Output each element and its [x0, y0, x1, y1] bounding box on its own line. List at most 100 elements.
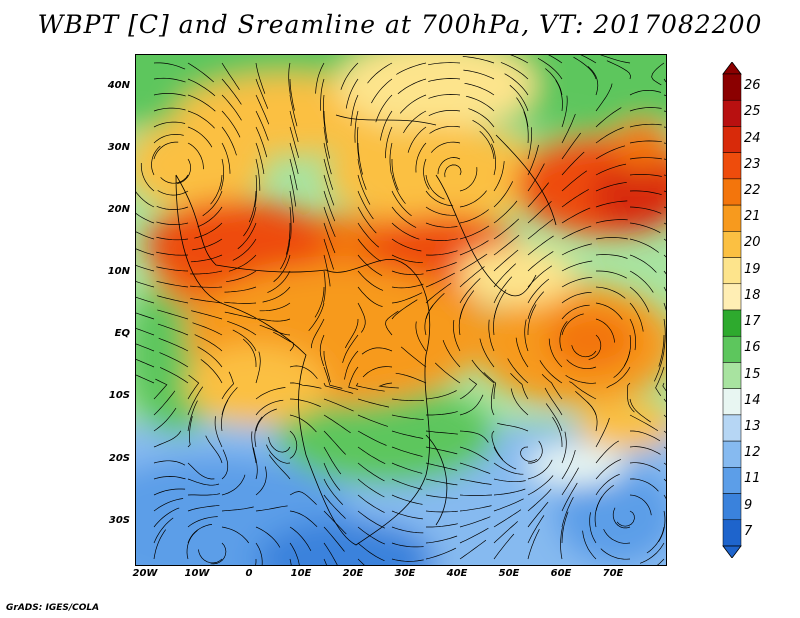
streamline	[397, 78, 427, 95]
wbpt-map	[136, 55, 666, 565]
streamline	[254, 416, 263, 448]
streamline	[425, 222, 458, 228]
streamline	[493, 446, 517, 470]
streamline	[595, 107, 622, 128]
lat-label-30n: 30N	[107, 142, 130, 153]
streamline	[587, 401, 598, 432]
streamline	[357, 126, 360, 159]
streamline	[153, 517, 174, 544]
streamline	[221, 142, 231, 174]
streamline	[289, 365, 318, 379]
streamline	[459, 190, 487, 208]
streamline	[289, 206, 292, 239]
colorbar-segment	[722, 440, 742, 468]
streamline	[561, 482, 578, 512]
streamline	[407, 126, 427, 153]
streamline	[627, 382, 635, 413]
streamline	[539, 360, 563, 384]
streamline	[424, 304, 434, 336]
streamline	[444, 164, 462, 178]
streamline	[595, 417, 610, 448]
streamline	[629, 123, 662, 128]
streamline	[658, 334, 665, 367]
streamline	[596, 270, 627, 279]
streamline	[140, 163, 155, 192]
streamline	[391, 558, 424, 562]
streamline	[595, 302, 623, 320]
streamline	[323, 254, 331, 287]
streamline	[463, 69, 495, 80]
streamline	[561, 291, 592, 304]
streamline	[426, 523, 458, 528]
streamline	[187, 62, 214, 83]
streamline	[289, 491, 317, 505]
streamline	[629, 446, 661, 455]
streamline	[289, 174, 297, 207]
streamline	[459, 394, 484, 416]
streamline	[136, 312, 155, 320]
colorbar-segment	[722, 362, 742, 389]
streamline	[357, 558, 365, 565]
streamlines	[136, 55, 666, 565]
streamline	[315, 62, 325, 94]
streamline	[573, 56, 597, 80]
streamline	[459, 225, 490, 240]
lon-label-20w: 20W	[132, 568, 158, 579]
streamline	[357, 302, 366, 333]
streamline	[629, 140, 662, 144]
streamline	[289, 398, 321, 408]
streamline	[187, 374, 200, 400]
streamline	[493, 161, 505, 192]
streamline	[459, 378, 478, 400]
streamline	[588, 334, 602, 360]
streamline	[561, 95, 568, 128]
streamline	[323, 351, 331, 383]
streamline	[561, 243, 592, 256]
streamline	[507, 358, 529, 384]
colorbar-segment	[722, 467, 742, 494]
streamline	[663, 318, 666, 351]
streamline	[227, 320, 257, 336]
streamline	[153, 107, 186, 112]
streamline	[323, 142, 332, 175]
streamline	[357, 238, 381, 262]
streamline	[595, 126, 624, 144]
streamline	[425, 446, 458, 455]
streamline	[425, 282, 452, 304]
streamline	[510, 388, 529, 416]
lon-label-70e: 70E	[602, 568, 624, 579]
streamline	[493, 498, 524, 512]
streamline	[255, 62, 266, 94]
streamline	[653, 350, 665, 382]
streamline	[190, 298, 223, 304]
streamline	[595, 318, 615, 343]
streamline	[187, 386, 204, 416]
streamline	[323, 270, 326, 303]
streamline	[189, 285, 223, 288]
streamline	[527, 182, 549, 208]
streamline	[527, 501, 549, 528]
streamline	[156, 266, 189, 272]
streamline	[524, 319, 529, 352]
streamline	[425, 250, 458, 256]
streamline	[308, 302, 325, 332]
streamline	[391, 494, 423, 505]
streamline	[357, 190, 374, 220]
streamline	[255, 526, 281, 548]
streamline	[561, 304, 590, 320]
streamline	[566, 359, 597, 370]
streamline	[153, 407, 177, 432]
streamline	[595, 163, 627, 176]
colorbar-segment	[722, 519, 742, 547]
streamline	[464, 82, 495, 96]
streamline	[629, 270, 654, 293]
streamline	[425, 261, 457, 272]
streamline	[391, 159, 399, 191]
streamline	[176, 158, 192, 185]
streamline	[391, 270, 424, 276]
streamline	[191, 310, 223, 320]
streamline	[159, 352, 189, 368]
streamline	[391, 526, 424, 534]
streamline	[190, 254, 223, 263]
streamline	[493, 533, 515, 560]
